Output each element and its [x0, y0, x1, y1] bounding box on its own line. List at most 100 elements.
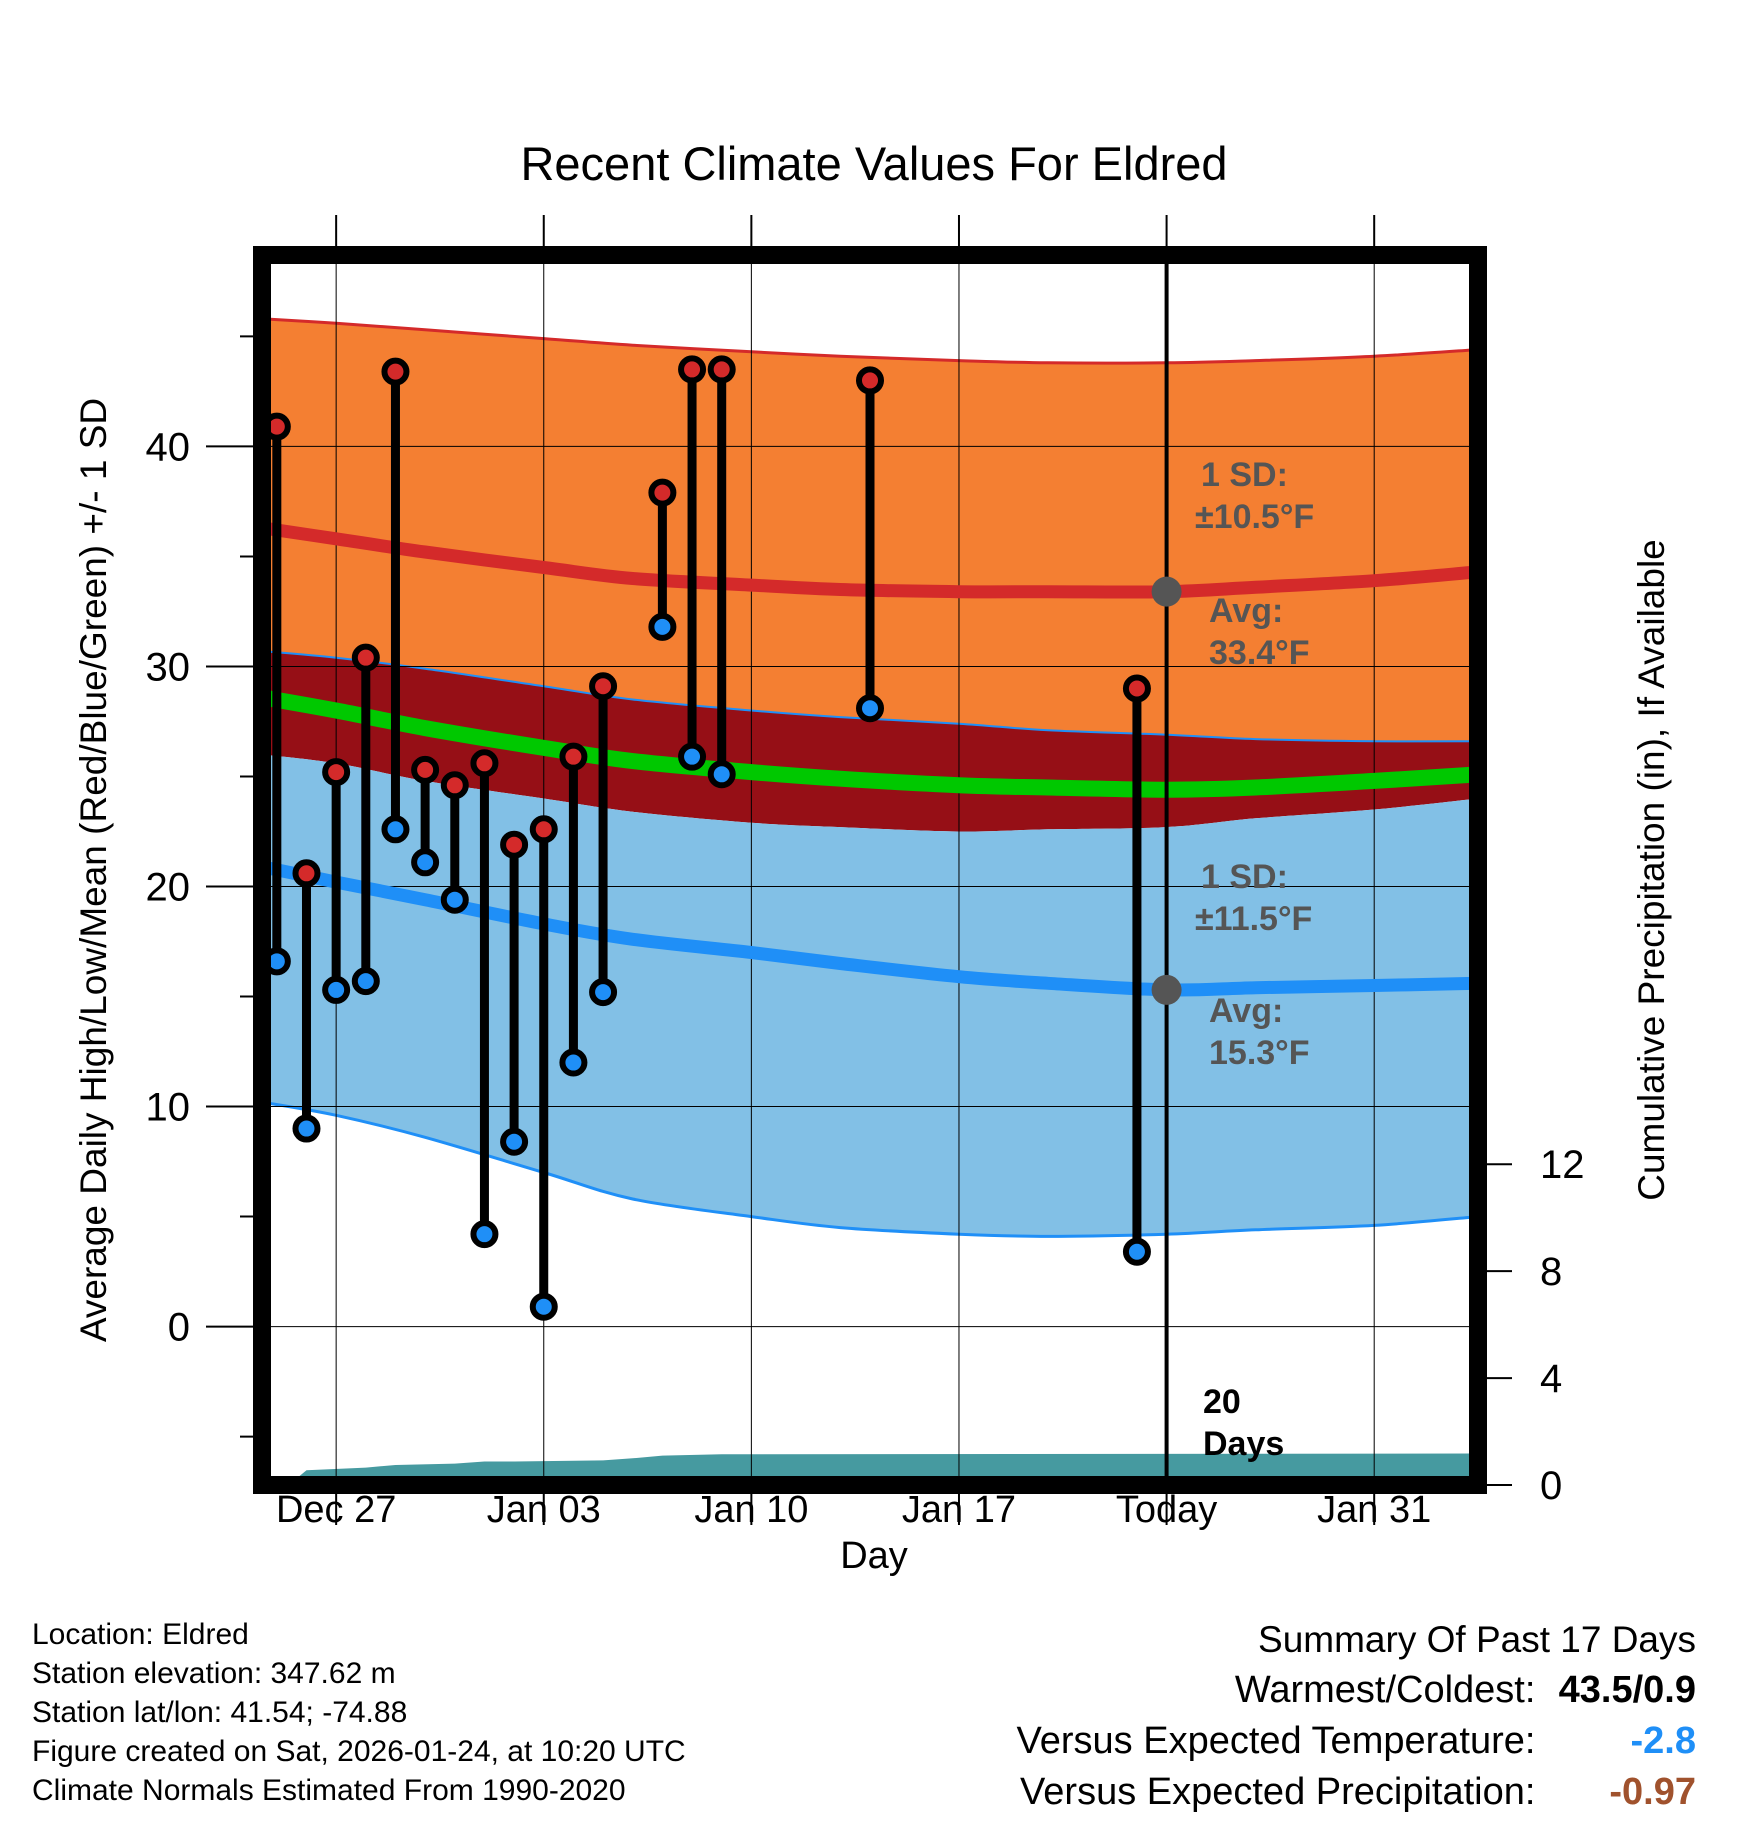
observation [1122, 674, 1151, 1266]
summary-heading: Summary Of Past 17 Days [1258, 1619, 1696, 1660]
low-temp-point [678, 742, 707, 771]
observation [292, 859, 321, 1143]
warm-cold-value: 43.5/0.9 [1558, 1669, 1696, 1711]
high-temp-point [678, 355, 707, 384]
high-temp-point [322, 758, 351, 787]
y-tick-label: 40 [146, 425, 191, 469]
precip-label: Versus Expected Precipitation: [1020, 1771, 1536, 1813]
days-count: 20 [1203, 1383, 1241, 1421]
observation [678, 355, 707, 771]
high-avg-value: 33.4°F [1209, 634, 1310, 672]
low-temp-point [707, 760, 736, 789]
normals-text: Climate Normals Estimated From 1990-2020 [32, 1774, 626, 1807]
high-temp-point [440, 771, 469, 800]
y2-tick-label: 4 [1540, 1357, 1562, 1401]
high-temp-point [707, 355, 736, 384]
location-text: Location: Eldred [32, 1618, 249, 1651]
x-tick-label: Jan 31 [1317, 1489, 1431, 1531]
summary-panel: Summary Of Past 17 Days Warmest/Coldest:… [1017, 1615, 1696, 1818]
observation [381, 357, 410, 844]
low-minus-sd-edge [262, 1100, 1478, 1238]
average-mean-line [262, 689, 1478, 798]
low-temp-point [648, 612, 677, 641]
low-temp-point [292, 1114, 321, 1143]
temp-value: -2.8 [1630, 1720, 1696, 1762]
high-temp-point [292, 859, 321, 888]
high-minus-sd-edge [262, 650, 1478, 743]
high-temp-point [470, 749, 499, 778]
high-temp-point [381, 357, 410, 386]
station-info: Location: Eldred Station elevation: 347.… [32, 1615, 686, 1810]
low-avg-label: Avg: [1209, 992, 1283, 1030]
x-tick-label: Jan 17 [902, 1489, 1016, 1531]
observation [440, 771, 469, 914]
x-tick-label: Dec 27 [276, 1489, 396, 1531]
x-tick-label: Jan 10 [694, 1489, 808, 1531]
high-plus-sd-edge [262, 317, 1478, 365]
observation [707, 355, 736, 789]
y2-tick-label: 0 [1540, 1464, 1562, 1508]
high-temp-point [529, 815, 558, 844]
x-tick-label: Today [1116, 1489, 1217, 1531]
warm-cold-label: Warmest/Coldest: [1234, 1669, 1536, 1711]
observation [500, 830, 529, 1156]
observation [351, 643, 380, 996]
observation [589, 672, 618, 1007]
elevation-text: Station elevation: 347.62 m [32, 1657, 396, 1690]
y2-tick-label: 8 [1540, 1250, 1562, 1294]
days-label: Days [1203, 1425, 1284, 1463]
high-temp-point [589, 672, 618, 701]
low-temp-point [559, 1048, 588, 1077]
warm-cold-row: Warmest/Coldest: 43.5/0.9 [1017, 1665, 1696, 1716]
temp-label: Versus Expected Temperature: [1016, 1720, 1536, 1762]
low-temp-point [529, 1292, 558, 1321]
low-sd-band [262, 754, 1478, 1237]
low-temp-point [411, 848, 440, 877]
high-temp-point [411, 755, 440, 784]
y-axis-label: Average Daily High/Low/Mean (Red/Blue/Gr… [73, 398, 114, 1342]
low-temp-point [856, 694, 884, 723]
low-temp-point [500, 1127, 529, 1156]
y-tick-label: 30 [146, 645, 191, 689]
axes: 0 10 20 30 40 0 4 8 12 Dec 27 Jan 03 Jan 10 Jan 17 To… [146, 215, 1585, 1531]
high-sd-value: ±10.5°F [1195, 498, 1314, 536]
average-low-line [262, 860, 1478, 997]
low-temp-point [351, 967, 380, 996]
observation [470, 749, 499, 1249]
plot-frame [253, 246, 1487, 1494]
chart-title: Recent Climate Values For Eldred [520, 137, 1227, 190]
high-temp-point [351, 643, 380, 672]
y-tick-label: 10 [146, 1086, 191, 1130]
observations [262, 355, 1151, 1321]
low-temp-point [1122, 1237, 1151, 1266]
created-text: Figure created on Sat, 2026-01-24, at 10… [32, 1735, 686, 1768]
precip-row: Versus Expected Precipitation: -0.97 [1017, 1767, 1696, 1818]
observation [559, 742, 588, 1077]
low-temp-point [440, 885, 469, 914]
high-temp-point [648, 478, 677, 507]
low-temp-point [322, 975, 351, 1004]
high-temp-point [856, 366, 884, 395]
y2-axis-label: Cumulative Precipitation (in), If Availa… [1631, 539, 1672, 1201]
temp-row: Versus Expected Temperature: -2.8 [1017, 1716, 1696, 1767]
low-sd-value: ±11.5°F [1195, 900, 1312, 938]
x-axis-label: Day [840, 1535, 908, 1577]
high-temp-point [1122, 674, 1151, 703]
latlon-text: Station lat/lon: 41.54; -74.88 [32, 1696, 408, 1729]
low-avg-value: 15.3°F [1209, 1034, 1310, 1072]
high-temp-point [500, 830, 529, 859]
observation [856, 366, 884, 723]
low-sd-label: 1 SD: [1201, 858, 1288, 896]
y-tick-label: 0 [168, 1306, 190, 1350]
low-temp-point [381, 815, 410, 844]
avg-high-marker [1151, 576, 1182, 607]
x-tick-label: Jan 03 [487, 1489, 601, 1531]
average-high-line [262, 521, 1478, 599]
low-temp-point [589, 978, 618, 1007]
high-sd-label: 1 SD: [1201, 456, 1288, 494]
y2-tick-label: 12 [1540, 1143, 1585, 1187]
high-temp-point [559, 742, 588, 771]
observation [529, 815, 558, 1321]
observation [411, 755, 440, 877]
y-tick-label: 20 [146, 866, 191, 910]
